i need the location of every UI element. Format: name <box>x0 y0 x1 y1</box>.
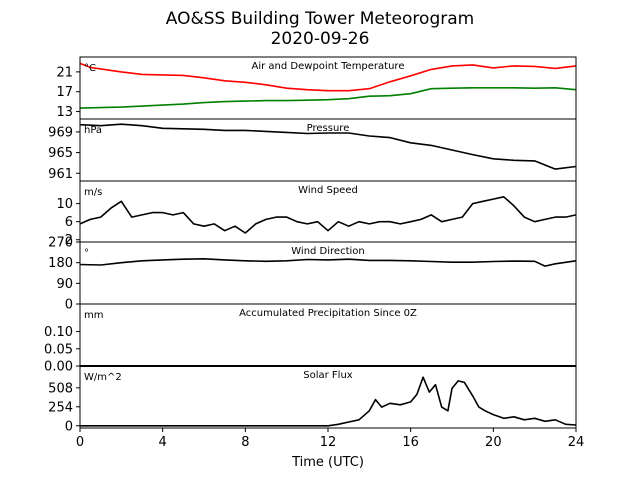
chart-title-line1: AO&SS Building Tower Meteorogram <box>166 9 474 29</box>
y-tick-label: 2 <box>65 233 73 248</box>
y-tick-label: 0 <box>65 419 73 434</box>
y-tick-label: 254 <box>48 400 73 415</box>
y-tick-label: 965 <box>48 146 73 161</box>
y-tick-label: 0 <box>65 298 73 313</box>
panel-3: Wind Direction ° 0 90 180 270 <box>48 236 577 313</box>
panel-title: Air and Dewpoint Temperature <box>252 61 405 72</box>
panel-2: Wind Speed m/s 2 6 10 <box>56 180 577 248</box>
panel-unit: hPa <box>84 125 102 136</box>
panel-4: Accumulated Precipitation Since 0Z mm 0.00… <box>44 303 577 375</box>
panel-title: Wind Direction <box>291 246 365 257</box>
panel-title: Solar Flux <box>303 370 353 381</box>
x-tick-label: 24 <box>568 435 585 450</box>
y-tick-label: 969 <box>48 125 73 140</box>
x-tick-label: 8 <box>241 435 249 450</box>
y-tick-label: 961 <box>48 167 73 182</box>
series-line-1-0 <box>79 123 577 170</box>
y-tick-label: 0.10 <box>44 325 73 340</box>
x-tick-label: 4 <box>159 435 167 450</box>
x-axis: 0 4 8 12 16 20 24 <box>76 428 584 450</box>
panel-title: Accumulated Precipitation Since 0Z <box>239 308 417 319</box>
panel-unit: m/s <box>84 187 102 198</box>
y-tick-label: 508 <box>48 381 73 396</box>
series-line-0-0 <box>79 62 577 92</box>
panel-1: Pressure hPa 961 965 969 <box>48 118 577 182</box>
x-axis-label: Time (UTC) <box>291 455 364 470</box>
panel-unit: W/m^2 <box>84 372 122 383</box>
y-tick-label: 6 <box>65 215 73 230</box>
y-tick-label: 21 <box>56 65 73 80</box>
panels: Air and Dewpoint Temperature °C 13 17 21 Pres… <box>44 56 577 434</box>
x-tick-label: 0 <box>76 435 84 450</box>
x-tick-label: 12 <box>320 435 337 450</box>
y-tick-label: 180 <box>48 256 73 271</box>
series-line-5-0 <box>80 376 577 427</box>
series-line-0-1 <box>79 87 577 109</box>
y-tick-label: 90 <box>56 277 73 292</box>
panel-unit: mm <box>84 310 103 321</box>
panel-title: Pressure <box>307 123 350 134</box>
x-tick-label: 20 <box>485 435 502 450</box>
panel-unit: ° <box>84 248 89 259</box>
y-tick-label: 0.05 <box>44 342 73 357</box>
panel-0: Air and Dewpoint Temperature °C 13 17 21 <box>56 56 577 120</box>
y-tick-label: 17 <box>56 85 73 100</box>
y-tick-label: 270 <box>48 236 73 251</box>
y-tick-label: 10 <box>56 197 73 212</box>
x-tick-label: 16 <box>402 435 419 450</box>
y-tick-label: 0.00 <box>44 360 73 375</box>
panel-title: Wind Speed <box>298 185 358 196</box>
series-line-3-0 <box>79 257 577 267</box>
panel-5: Solar Flux W/m^2 0 254 508 <box>48 365 577 434</box>
y-tick-label: 13 <box>56 105 73 120</box>
panel-unit: °C <box>84 63 96 74</box>
chart-title-line2: 2020-09-26 <box>271 29 370 49</box>
series-line-2-0 <box>79 196 577 234</box>
